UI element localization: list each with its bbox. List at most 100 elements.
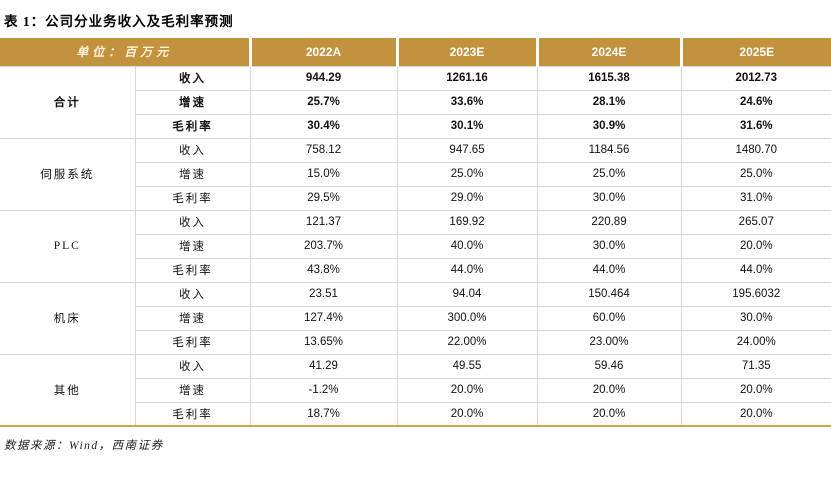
value-cell: 1184.56 xyxy=(536,137,682,163)
value-cell: 71.35 xyxy=(680,353,831,379)
value-cell: 20.0% xyxy=(536,377,682,403)
value-cell: 33.6% xyxy=(396,89,538,115)
value-cell: 150.464 xyxy=(536,281,682,307)
value-cell: 947.65 xyxy=(396,137,538,163)
value-cell: 30.0% xyxy=(536,233,682,259)
metric-cell: 毛利率 xyxy=(135,257,251,283)
value-cell: 20.0% xyxy=(680,377,831,403)
table-row: 毛利率 18.7% 20.0% 20.0% 20.0% xyxy=(0,401,831,427)
metric-cell: 收入 xyxy=(134,281,251,307)
value-cell: 195.6032 xyxy=(680,281,831,307)
value-cell: 20.0% xyxy=(680,233,831,259)
value-cell: 23.00% xyxy=(536,329,682,355)
table-body: 合计 收入 944.29 1261.16 1615.38 2012.73 增速 25.7% 33… xyxy=(0,65,831,427)
value-cell: 1261.16 xyxy=(396,65,538,91)
value-cell: 203.7% xyxy=(249,233,398,259)
table-row: PLC 收入 121.37 169.92 220.89 265.07 xyxy=(0,209,831,283)
metric-cell: 毛利率 xyxy=(135,113,251,139)
value-cell: 220.89 xyxy=(536,209,682,235)
metric-cell: 增速 xyxy=(135,305,251,331)
table-row: 其他 收入 41.29 49.55 59.46 71.35 xyxy=(0,353,831,427)
value-cell: 43.8% xyxy=(249,257,398,283)
metric-cell: 毛利率 xyxy=(135,401,251,427)
value-cell: 30.1% xyxy=(396,113,538,139)
value-cell: 30.9% xyxy=(536,113,682,139)
value-cell: 24.6% xyxy=(680,89,831,115)
value-cell: -1.2% xyxy=(249,377,398,403)
value-cell: 20.0% xyxy=(396,401,538,427)
value-cell: 59.46 xyxy=(536,353,682,379)
category-cell: 机床 xyxy=(0,281,136,355)
value-cell: 13.65% xyxy=(249,329,398,355)
table-row: 机床 收入 23.51 94.04 150.464 195.6032 xyxy=(0,281,831,355)
value-cell: 1615.38 xyxy=(536,65,682,91)
col-header-2025e: 2025E xyxy=(679,38,831,66)
value-cell: 265.07 xyxy=(680,209,831,235)
value-cell: 60.0% xyxy=(536,305,682,331)
category-cell: 伺服系统 xyxy=(0,137,136,211)
forecast-table: 单位：百万元 2022A 2023E 2024E 2025E 合计 收入 944.2… xyxy=(0,38,831,427)
value-cell: 40.0% xyxy=(396,233,538,259)
metric-cell: 毛利率 xyxy=(135,185,251,211)
metric-cell: 增速 xyxy=(135,233,251,259)
table-title: 表 1：公司分业务收入及毛利率预测 xyxy=(4,14,234,29)
value-cell: 121.37 xyxy=(249,209,398,235)
value-cell: 25.0% xyxy=(680,161,831,187)
metric-cell: 增速 xyxy=(135,161,251,187)
metric-cell: 收入 xyxy=(134,65,251,91)
value-cell: 30.0% xyxy=(536,185,682,211)
value-cell: 24.00% xyxy=(680,329,831,355)
unit-header-cell: 单位：百万元 xyxy=(0,38,251,66)
value-cell: 15.0% xyxy=(249,161,398,187)
category-cell: PLC xyxy=(0,209,136,283)
value-cell: 30.4% xyxy=(249,113,398,139)
value-cell: 22.00% xyxy=(396,329,538,355)
table-row: 伺服系统 收入 758.12 947.65 1184.56 1480.70 xyxy=(0,137,831,211)
value-cell: 758.12 xyxy=(249,137,398,163)
value-cell: 20.0% xyxy=(536,401,682,427)
value-cell: 41.29 xyxy=(249,353,398,379)
metric-cell: 增速 xyxy=(135,377,251,403)
col-header-2022a: 2022A xyxy=(248,38,398,66)
value-cell: 28.1% xyxy=(536,89,682,115)
col-header-2024e: 2024E xyxy=(535,38,682,66)
value-cell: 49.55 xyxy=(396,353,538,379)
value-cell: 30.0% xyxy=(680,305,831,331)
value-cell: 31.0% xyxy=(680,185,831,211)
value-cell: 20.0% xyxy=(396,377,538,403)
value-cell: 94.04 xyxy=(396,281,538,307)
value-cell: 31.6% xyxy=(680,113,831,139)
value-cell: 1480.70 xyxy=(680,137,831,163)
table-row: 增速 203.7% 40.0% 30.0% 20.0% xyxy=(0,233,831,259)
table-row: 增速 127.4% 300.0% 60.0% 30.0% xyxy=(0,305,831,331)
value-cell: 18.7% xyxy=(249,401,398,427)
value-cell: 2012.73 xyxy=(680,65,831,91)
value-cell: 944.29 xyxy=(249,65,398,91)
category-cell: 合计 xyxy=(0,65,136,139)
value-cell: 169.92 xyxy=(396,209,538,235)
table-row: 毛利率 30.4% 30.1% 30.9% 31.6% xyxy=(0,113,831,139)
value-cell: 23.51 xyxy=(249,281,398,307)
value-cell: 44.0% xyxy=(396,257,538,283)
table-row: 增速 15.0% 25.0% 25.0% 25.0% xyxy=(0,161,831,187)
metric-cell: 收入 xyxy=(134,137,251,163)
metric-cell: 收入 xyxy=(134,353,251,379)
value-cell: 44.0% xyxy=(536,257,682,283)
value-cell: 29.0% xyxy=(396,185,538,211)
table-row: 合计 收入 944.29 1261.16 1615.38 2012.73 xyxy=(0,65,831,139)
col-header-2023e: 2023E xyxy=(395,38,538,66)
value-cell: 29.5% xyxy=(249,185,398,211)
table-row: 毛利率 13.65% 22.00% 23.00% 24.00% xyxy=(0,329,831,355)
header-row: 单位：百万元 2022A 2023E 2024E 2025E xyxy=(0,38,831,66)
value-cell: 25.7% xyxy=(249,89,398,115)
value-cell: 25.0% xyxy=(536,161,682,187)
value-cell: 20.0% xyxy=(680,401,831,427)
data-source: 数据来源：Wind，西南证券 xyxy=(4,440,164,452)
value-cell: 44.0% xyxy=(680,257,831,283)
metric-cell: 毛利率 xyxy=(135,329,251,355)
category-cell: 其他 xyxy=(0,353,136,427)
metric-cell: 增速 xyxy=(135,89,251,115)
value-cell: 127.4% xyxy=(249,305,398,331)
table-row: 毛利率 29.5% 29.0% 30.0% 31.0% xyxy=(0,185,831,211)
